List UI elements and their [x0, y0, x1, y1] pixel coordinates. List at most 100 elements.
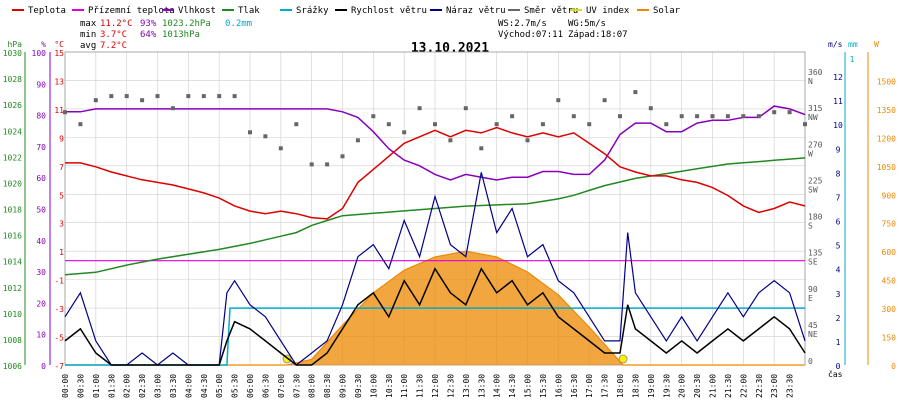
left-tick-celsius-8: -1 — [54, 277, 64, 286]
x-tick-23: 11:30 — [416, 374, 425, 398]
right-axis-unit-mm: mm — [848, 40, 858, 49]
right-ms-tick-7: 5 — [836, 242, 841, 251]
x-tick-36: 18:00 — [616, 374, 625, 398]
plot-area — [63, 90, 807, 366]
left-tick-celsius-1: 13 — [54, 77, 64, 86]
info-wg: WG:5m/s — [568, 19, 606, 29]
legend-label-8: UV index — [586, 6, 630, 16]
x-tick-3: 01:30 — [107, 374, 116, 398]
x-tick-15: 07:30 — [292, 374, 301, 398]
series-wind-speed — [64, 267, 806, 366]
left-tick-hpa-11: 1008 — [3, 336, 22, 345]
wind-dir-point-8 — [186, 94, 191, 99]
wind-dir-point-22 — [402, 130, 407, 135]
left-tick-celsius-2: 11 — [54, 106, 64, 115]
wind-dir-point-12 — [248, 130, 252, 135]
right-dir-label-6: E — [808, 294, 813, 303]
x-tick-22: 11:00 — [400, 374, 409, 398]
right-dir-label-3: SW — [808, 185, 818, 194]
right-w-tick-9: 150 — [882, 334, 897, 343]
x-tick-30: 15:00 — [524, 374, 533, 398]
right-dir-tick-4: 180 — [808, 213, 823, 222]
right-ms-tick-0: 12 — [833, 73, 843, 82]
wind-dir-point-41 — [695, 114, 700, 119]
legend: Teplota Přízemní teplota Vlhkost Tlak Srážky… — [12, 6, 681, 16]
x-tick-24: 12:00 — [431, 374, 440, 398]
left-tick-celsius-3: 9 — [59, 134, 64, 143]
left-tick-percent-8: 20 — [36, 299, 46, 308]
right-w-tick-1: 1350 — [877, 106, 896, 115]
left-tick-hpa-7: 1016 — [3, 232, 22, 241]
stats-block: max 11.2°C 93% 1023.2hPa 0.2mm min 3.7°C 64% 101… — [80, 19, 252, 51]
wind-dir-point-24 — [433, 122, 437, 127]
x-tick-16: 08:00 — [308, 374, 317, 398]
series-pressure — [64, 157, 806, 276]
stat-max-press: 1023.2hPa — [162, 19, 211, 29]
x-tick-26: 13:00 — [462, 374, 471, 398]
x-tick-29: 14:30 — [508, 374, 517, 398]
right-ms-tick-1: 11 — [833, 97, 843, 106]
chart-title: 13.10.2021 — [411, 41, 489, 56]
right-w-tick-0: 1500 — [877, 77, 896, 86]
stat-max-rain: 0.2mm — [225, 19, 252, 29]
stat-min-label: min — [80, 30, 96, 40]
right-ms-tick-2: 10 — [833, 121, 843, 130]
left-tick-celsius-0: 15 — [54, 49, 64, 58]
wind-dir-point-18 — [340, 154, 345, 159]
wind-dir-point-43 — [725, 114, 730, 119]
x-tick-31: 15:30 — [539, 374, 548, 398]
wind-dir-point-37 — [633, 90, 638, 95]
wind-dir-point-13 — [263, 134, 268, 139]
x-axis-label: čas — [828, 369, 843, 379]
left-tick-hpa-8: 1014 — [3, 258, 22, 267]
wind-dir-point-5 — [140, 98, 145, 103]
info-ws: WS:2.7m/s — [498, 19, 547, 29]
x-tick-40: 20:00 — [678, 374, 687, 398]
wind-dir-point-25 — [448, 138, 453, 143]
left-tick-celsius-5: 5 — [59, 191, 64, 200]
right-w-tick-8: 300 — [882, 305, 897, 314]
right-ms-tick-5: 7 — [836, 193, 841, 202]
stat-max-label: max — [80, 19, 97, 29]
left-tick-percent-0: 100 — [32, 49, 47, 58]
left-tick-hpa-10: 1010 — [3, 310, 22, 319]
x-tick-0: 00:00 — [61, 374, 70, 398]
left-axis-unit-hpa: hPa — [8, 40, 23, 49]
right-w-tick-3: 1050 — [877, 163, 896, 172]
stat-avg-temp: 7.2°C — [100, 41, 127, 51]
right-dir-tick-3: 225 — [808, 176, 823, 185]
sun-wind-info: WS:2.7m/s WG:5m/s Východ:07:11 Západ:18:07 — [498, 19, 628, 40]
wind-dir-point-35 — [602, 98, 607, 103]
x-tick-39: 19:30 — [662, 374, 671, 398]
x-tick-42: 21:00 — [709, 374, 718, 398]
x-tick-27: 13:30 — [477, 374, 486, 398]
left-tick-hpa-1: 1028 — [3, 75, 22, 84]
wind-dir-point-32 — [556, 98, 561, 103]
wind-dir-point-31 — [540, 122, 545, 127]
wind-dir-point-42 — [710, 114, 715, 119]
x-tick-21: 10:30 — [385, 374, 394, 398]
x-tick-18: 09:00 — [339, 374, 348, 398]
left-tick-percent-7: 30 — [36, 268, 46, 277]
x-axis: 00:00 00:30 01:00 01:30 02:00 02:30 03:00 03:30… — [61, 374, 795, 398]
left-tick-celsius-4: 7 — [59, 163, 64, 172]
x-tick-28: 14:00 — [493, 374, 502, 398]
x-tick-32: 16:00 — [554, 374, 563, 398]
left-tick-hpa-5: 1020 — [3, 179, 22, 188]
right-w-tick-2: 1200 — [877, 134, 896, 143]
series-temperature — [65, 126, 806, 220]
wind-dir-point-29 — [510, 114, 515, 119]
wind-dir-point-34 — [587, 122, 592, 127]
left-axis-unit-percent: % — [41, 40, 46, 49]
x-tick-12: 06:00 — [246, 374, 255, 398]
wind-dir-point-30 — [525, 138, 530, 143]
wind-dir-point-1 — [78, 122, 83, 127]
right-mm-tick-0: 1 — [850, 55, 855, 64]
right-w-tick-10: 0 — [891, 362, 896, 371]
stat-max-temp: 11.2°C — [100, 19, 133, 29]
right-dir-tick-6: 90 — [808, 285, 818, 294]
x-tick-9: 04:30 — [200, 374, 209, 398]
x-tick-14: 07:00 — [277, 374, 286, 398]
right-dir-tick-1: 315 — [808, 104, 823, 113]
wind-dir-point-15 — [294, 122, 299, 127]
